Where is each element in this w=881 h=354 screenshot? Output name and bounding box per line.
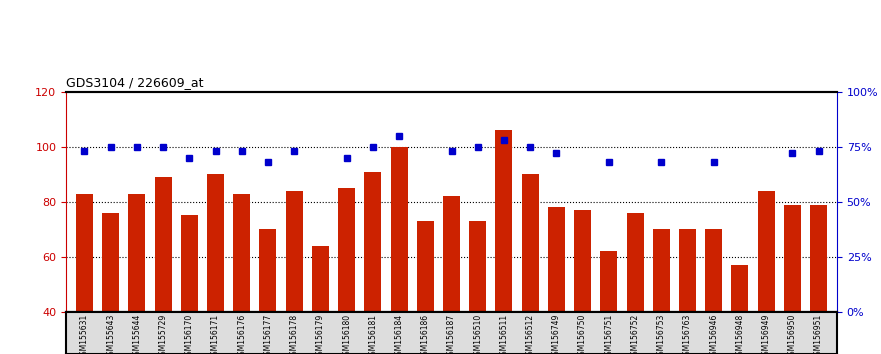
Text: GSM156171: GSM156171	[211, 314, 220, 354]
Text: GSM156177: GSM156177	[263, 314, 272, 354]
Bar	[76, 194, 93, 312]
Bar	[390, 147, 408, 312]
Text: GDS3104 / 226609_at: GDS3104 / 226609_at	[66, 76, 204, 90]
Text: GSM156176: GSM156176	[237, 314, 247, 354]
Bar	[233, 194, 250, 312]
Text: GSM156763: GSM156763	[683, 314, 692, 354]
Text: GSM156511: GSM156511	[500, 314, 508, 354]
Bar	[495, 130, 513, 312]
Bar	[705, 229, 722, 312]
Bar	[443, 196, 460, 312]
Text: GSM156186: GSM156186	[421, 314, 430, 354]
Bar	[207, 174, 224, 312]
Bar	[181, 216, 198, 312]
Text: GSM156180: GSM156180	[342, 314, 352, 354]
Bar	[679, 229, 696, 312]
Bar	[102, 213, 119, 312]
Text: GSM156950: GSM156950	[788, 314, 797, 354]
Text: GSM156749: GSM156749	[552, 314, 561, 354]
Text: GSM156512: GSM156512	[526, 314, 535, 354]
Text: GSM156752: GSM156752	[631, 314, 640, 354]
Bar	[653, 229, 670, 312]
Bar	[154, 177, 172, 312]
Text: GSM155631: GSM155631	[80, 314, 89, 354]
Text: GSM156178: GSM156178	[290, 314, 299, 354]
Bar	[758, 191, 774, 312]
Text: GSM155729: GSM155729	[159, 314, 167, 354]
Text: GSM156181: GSM156181	[368, 314, 377, 354]
Text: GSM156948: GSM156948	[736, 314, 744, 354]
Bar	[810, 205, 827, 312]
Bar	[312, 246, 329, 312]
Text: GSM156170: GSM156170	[185, 314, 194, 354]
Bar	[259, 229, 277, 312]
Bar	[129, 194, 145, 312]
Bar	[731, 265, 749, 312]
Text: GSM156951: GSM156951	[814, 314, 823, 354]
Text: GSM156750: GSM156750	[578, 314, 587, 354]
Text: GSM156510: GSM156510	[473, 314, 482, 354]
Text: GSM156179: GSM156179	[316, 314, 325, 354]
Bar	[365, 172, 381, 312]
Bar	[522, 174, 538, 312]
Text: GSM156949: GSM156949	[762, 314, 771, 354]
Text: GSM155644: GSM155644	[132, 314, 141, 354]
Bar	[548, 207, 565, 312]
Bar	[285, 191, 303, 312]
Bar	[338, 188, 355, 312]
Text: GSM156753: GSM156753	[656, 314, 666, 354]
Bar	[626, 213, 644, 312]
Text: GSM156184: GSM156184	[395, 314, 403, 354]
Text: GSM156946: GSM156946	[709, 314, 718, 354]
Text: GSM155643: GSM155643	[106, 314, 115, 354]
Text: GSM156751: GSM156751	[604, 314, 613, 354]
Text: GSM156187: GSM156187	[447, 314, 456, 354]
Bar	[784, 205, 801, 312]
Bar	[574, 210, 591, 312]
Bar	[600, 251, 618, 312]
Bar	[470, 221, 486, 312]
Bar	[417, 221, 433, 312]
